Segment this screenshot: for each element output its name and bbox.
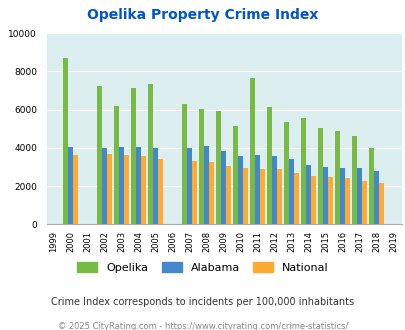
Bar xyxy=(266,107,271,224)
Bar xyxy=(153,148,158,224)
Bar xyxy=(73,154,78,224)
Bar xyxy=(368,148,373,224)
Text: Opelika Property Crime Index: Opelika Property Crime Index xyxy=(87,8,318,22)
Legend: Opelika, Alabama, National: Opelika, Alabama, National xyxy=(73,258,332,278)
Text: Crime Index corresponds to incidents per 100,000 inhabitants: Crime Index corresponds to incidents per… xyxy=(51,297,354,307)
Bar xyxy=(254,154,259,224)
Bar xyxy=(361,182,366,224)
Bar xyxy=(305,165,310,224)
Bar xyxy=(209,162,213,224)
Bar xyxy=(356,168,361,224)
Bar xyxy=(226,166,230,224)
Bar xyxy=(344,178,349,224)
Bar xyxy=(141,156,146,224)
Bar xyxy=(378,183,383,224)
Bar xyxy=(322,167,327,224)
Bar xyxy=(334,131,339,224)
Bar xyxy=(351,136,356,224)
Bar xyxy=(339,168,344,224)
Bar xyxy=(124,154,129,224)
Bar xyxy=(237,156,243,224)
Bar xyxy=(243,168,247,224)
Bar xyxy=(249,78,254,224)
Bar xyxy=(158,159,163,224)
Bar xyxy=(271,156,276,224)
Bar xyxy=(130,87,136,224)
Bar xyxy=(113,106,119,224)
Bar xyxy=(186,148,192,224)
Bar xyxy=(107,153,112,224)
Bar xyxy=(136,147,141,224)
Bar xyxy=(293,173,298,224)
Bar xyxy=(327,177,332,224)
Bar xyxy=(198,109,203,224)
Bar xyxy=(232,126,237,224)
Bar xyxy=(147,84,153,224)
Bar xyxy=(300,118,305,224)
Bar xyxy=(192,161,197,224)
Bar xyxy=(373,171,378,224)
Bar xyxy=(283,122,288,224)
Bar xyxy=(259,169,264,224)
Bar xyxy=(68,147,73,224)
Bar xyxy=(220,151,226,224)
Bar xyxy=(288,159,293,224)
Bar xyxy=(276,169,281,224)
Bar xyxy=(310,176,315,224)
Bar xyxy=(97,86,102,224)
Bar xyxy=(119,147,124,224)
Bar xyxy=(63,58,68,224)
Bar xyxy=(203,146,209,224)
Bar xyxy=(317,128,322,224)
Bar xyxy=(102,148,107,224)
Text: © 2025 CityRating.com - https://www.cityrating.com/crime-statistics/: © 2025 CityRating.com - https://www.city… xyxy=(58,322,347,330)
Bar xyxy=(181,104,186,224)
Bar xyxy=(215,111,220,224)
